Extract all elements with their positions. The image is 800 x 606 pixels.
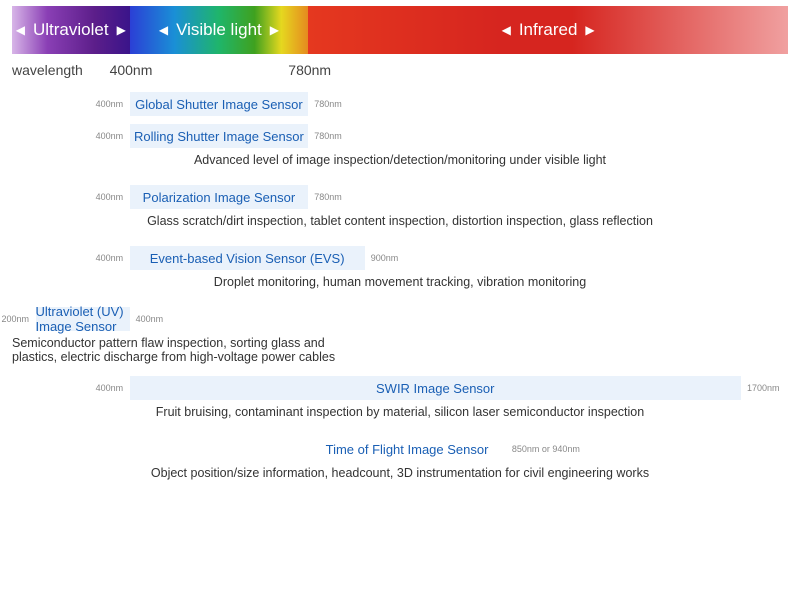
sensor-bar: Rolling Shutter Image Sensor: [130, 124, 309, 148]
sensor-bar: Event-based Vision Sensor (EVS): [130, 246, 365, 270]
spectrum-region-ultraviolet: ◀Ultraviolet▶: [12, 6, 130, 54]
sensor-row: SWIR Image Sensor 400nm 1700nm: [12, 376, 788, 402]
axis-tick: 780nm: [288, 62, 331, 78]
sensor-row: Time of Flight Image Sensor 850nm or 940n…: [12, 437, 788, 463]
nm-start-label: 200nm: [2, 314, 30, 324]
sensor-bar: SWIR Image Sensor: [130, 376, 741, 400]
sensor-row: Polarization Image Sensor 400nm 780nm: [12, 185, 788, 211]
spectrum-region-infrared: ◀Infrared▶: [308, 6, 788, 54]
nm-end-label: 780nm: [314, 192, 342, 202]
sensor-list: Global Shutter Image Sensor400nm780nmRol…: [12, 92, 788, 480]
nm-start-label: 400nm: [96, 383, 124, 393]
sensor-description: Semiconductor pattern flaw inspection, s…: [12, 336, 372, 364]
spectrum-region-visible-light: ◀Visible light▶: [130, 6, 309, 54]
nm-end-label: 900nm: [371, 253, 399, 263]
sensor-row: Event-based Vision Sensor (EVS) 400nm 900n…: [12, 246, 788, 272]
nm-end-label: 1700nm: [747, 383, 780, 393]
sensor-bar: Time of Flight Image Sensor: [308, 437, 506, 461]
sensor-description: Object position/size information, headco…: [12, 466, 788, 480]
nm-start-label: 400nm: [96, 99, 124, 109]
sensor-description: Droplet monitoring, human movement track…: [12, 275, 788, 289]
sensor-row: Rolling Shutter Image Sensor 400nm 780nm: [12, 124, 788, 150]
sensor-bar: Ultraviolet (UV) Image Sensor: [36, 307, 130, 331]
wavelength-axis: wavelength 400nm 780nm: [12, 58, 788, 86]
sensor-bar: Global Shutter Image Sensor: [130, 92, 309, 116]
nm-end-label: 780nm: [314, 99, 342, 109]
nm-start-label: 400nm: [96, 131, 124, 141]
sensor-row: Global Shutter Image Sensor 400nm 780nm: [12, 92, 788, 118]
sensor-description: Glass scratch/dirt inspection, tablet co…: [12, 214, 788, 228]
nm-end-label: 850nm or 940nm: [512, 444, 580, 454]
nm-start-label: 400nm: [96, 192, 124, 202]
sensor-row: Ultraviolet (UV) Image Sensor200nm400nm: [12, 307, 788, 333]
sensor-bar: Polarization Image Sensor: [130, 185, 309, 209]
sensor-description: Advanced level of image inspection/detec…: [12, 153, 788, 167]
sensor-description: Fruit bruising, contaminant inspection b…: [12, 405, 788, 419]
nm-end-label: 780nm: [314, 131, 342, 141]
wavelength-label: wavelength: [12, 62, 83, 78]
nm-end-label: 400nm: [136, 314, 164, 324]
nm-start-label: 400nm: [96, 253, 124, 263]
spectrum-bar: ◀Ultraviolet▶◀Visible light▶◀Infrared▶: [12, 6, 788, 54]
axis-tick: 400nm: [110, 62, 153, 78]
